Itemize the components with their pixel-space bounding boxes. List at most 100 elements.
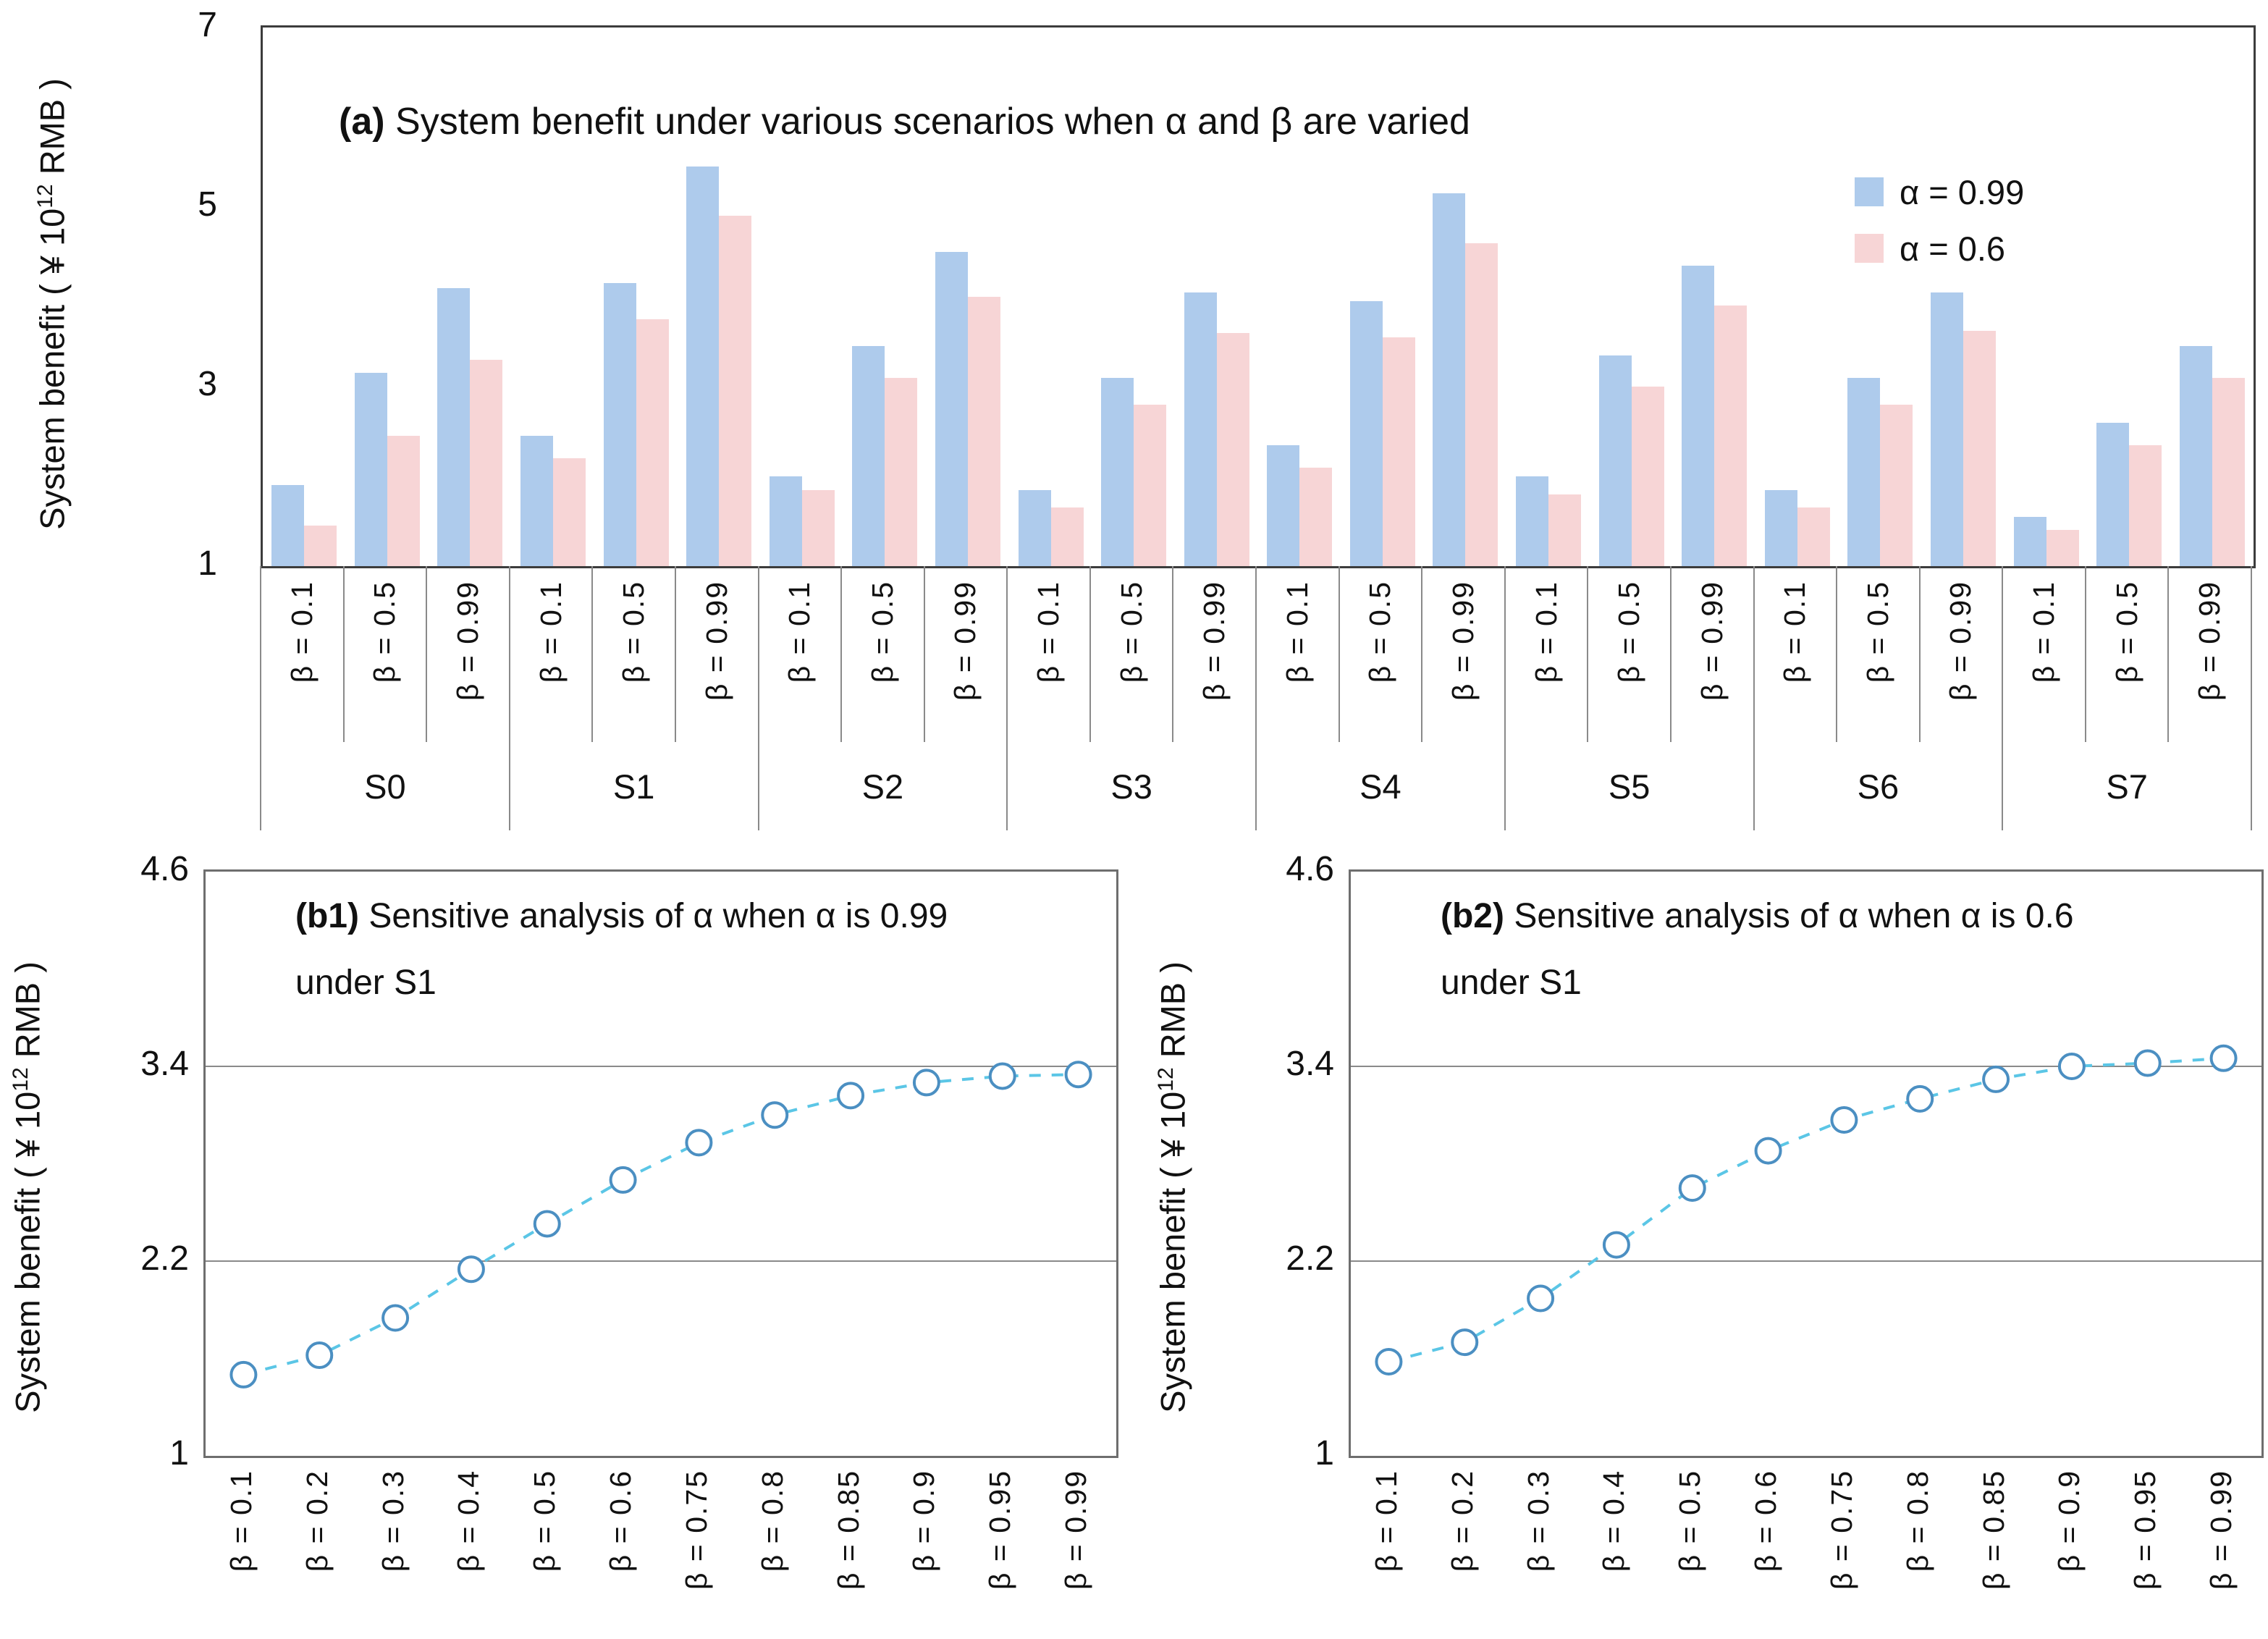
beta-tick-label: β = 0.6 xyxy=(604,1470,638,1572)
beta-tick-label: β = 0.75 xyxy=(1824,1470,1858,1590)
beta-cell-separator xyxy=(1753,566,1755,742)
bar-alpha-06 xyxy=(387,436,420,566)
bar-alpha-06 xyxy=(1797,507,1830,566)
beta-tick-label-cell: β = 0.75 xyxy=(1804,1470,1880,1638)
chart-a-ytick: 7 xyxy=(198,6,217,44)
beta-tick-label-cell: β = 0.1 xyxy=(1007,581,1090,742)
b2-plot-ytick: 2.2 xyxy=(1286,1239,1334,1278)
bar-alpha-06 xyxy=(1382,337,1415,566)
beta-tick-label: β = 0.5 xyxy=(1860,581,1894,683)
bar-alpha-099 xyxy=(1184,292,1217,566)
bar-alpha-099 xyxy=(935,252,968,566)
beta-tick-label-cell: β = 0.5 xyxy=(1339,581,1422,742)
beta-tick-label: β = 0.99 xyxy=(699,581,733,701)
beta-tick-label: β = 0.5 xyxy=(1612,581,1646,683)
beta-tick-label: β = 0.99 xyxy=(2204,1470,2238,1590)
scenario-separator xyxy=(260,742,261,830)
scenario-separator xyxy=(757,742,759,830)
beta-tick-label-cell: β = 0.95 xyxy=(2107,1470,2183,1638)
beta-cell-separator xyxy=(591,566,594,742)
bar-alpha-06 xyxy=(1134,404,1167,566)
beta-cell-separator xyxy=(1006,566,1008,742)
chart-b2-title-text: Sensitive analysis of α when α is 0.6 xyxy=(1504,897,2074,935)
beta-tick-label-cell: β = 0.5 xyxy=(1652,1470,1728,1638)
bar-alpha-06 xyxy=(1880,404,1913,566)
beta-tick-label-cell: β = 0.5 xyxy=(1090,581,1173,742)
gridline-y-3.4 xyxy=(1351,1066,2261,1067)
beta-tick-label-cell: β = 0.5 xyxy=(841,581,924,742)
beta-tick-label: β = 0.3 xyxy=(376,1470,410,1572)
chart-b1-title-line2: under S1 xyxy=(295,964,437,1002)
data-point-marker xyxy=(1754,1137,1782,1165)
scenario-label: S4 xyxy=(1359,767,1401,806)
beta-tick-label-cell: β = 0.99 xyxy=(924,581,1008,742)
beta-tick-label-cell: β = 0.1 xyxy=(1349,1470,1425,1638)
bar-alpha-06 xyxy=(967,297,1000,566)
b1-plot-ytick: 2.2 xyxy=(140,1239,189,1278)
beta-tick-label: β = 0.1 xyxy=(534,581,568,683)
bar-alpha-06 xyxy=(553,458,586,566)
bar-alpha-06 xyxy=(1714,306,1748,566)
chart-a-ylabel-post: RMB ) xyxy=(33,78,72,185)
data-point-marker xyxy=(609,1166,637,1194)
legend-label: α = 0.6 xyxy=(1900,229,2006,268)
data-point-marker xyxy=(2133,1049,2162,1077)
beta-tick-label: β = 0.6 xyxy=(1749,1470,1783,1572)
beta-tick-label: β = 0.9 xyxy=(2052,1470,2086,1572)
beta-tick-label-cell: β = 0.1 xyxy=(759,581,842,742)
bar-alpha-099 xyxy=(2179,346,2212,566)
bar-alpha-099 xyxy=(1433,193,1466,566)
data-point-marker xyxy=(1375,1347,1403,1375)
data-point-marker xyxy=(1982,1065,2010,1093)
chart-a-ytick: 1 xyxy=(198,544,217,583)
beta-tick-label: β = 0.95 xyxy=(2128,1470,2162,1590)
beta-tick-label-cell: β = 0.85 xyxy=(1956,1470,2032,1638)
data-point-marker xyxy=(2209,1044,2238,1072)
beta-tick-label-cell: β = 0.99 xyxy=(1173,581,1256,742)
chart-a-legend: α = 0.99 α = 0.6 xyxy=(1855,164,2024,277)
bar-alpha-06 xyxy=(2129,444,2162,566)
beta-cell-separator xyxy=(1669,566,1672,742)
scenario-label: S0 xyxy=(364,767,406,806)
chart-a-ylabel-sup: 12 xyxy=(33,184,57,208)
bar-alpha-099 xyxy=(520,436,554,566)
gridline-y-3.4 xyxy=(206,1066,1116,1067)
beta-tick-label-cell: β = 0.99 xyxy=(675,581,759,742)
chart-b2-ylabel-sup: 12 xyxy=(1153,1067,1178,1092)
beta-tick-label: β = 0.1 xyxy=(1280,581,1314,683)
beta-tick-label: β = 0.1 xyxy=(1369,1470,1403,1572)
beta-cell-separator xyxy=(2167,566,2170,742)
bar-alpha-06 xyxy=(885,377,918,566)
scenario-separator xyxy=(1504,742,1506,830)
beta-tick-label-cell: β = 0.3 xyxy=(355,1470,431,1638)
data-point-marker xyxy=(1830,1105,1858,1134)
bar-alpha-099 xyxy=(2013,516,2046,566)
beta-tick-label-cell: β = 0.6 xyxy=(583,1470,659,1638)
chart-b2-title-prefix: (b2) xyxy=(1441,897,1504,935)
bar-alpha-099 xyxy=(603,283,636,566)
bar-alpha-06 xyxy=(719,216,752,566)
beta-tick-label-cell: β = 0.1 xyxy=(1505,581,1588,742)
bar-alpha-06 xyxy=(1963,331,1996,566)
beta-tick-label-cell: β = 0.99 xyxy=(1422,581,1505,742)
b1-plot-ytick: 1 xyxy=(169,1434,189,1472)
beta-tick-label: β = 0.99 xyxy=(1446,581,1480,701)
beta-tick-label: β = 0.2 xyxy=(300,1470,334,1572)
chart-b1-title-line1: (b1) Sensitive analysis of α when α is 0… xyxy=(295,896,948,936)
beta-tick-label: β = 0.5 xyxy=(1363,581,1397,683)
beta-tick-label: β = 0.1 xyxy=(1529,581,1563,683)
chart-b1-title-text: Sensitive analysis of α when α is 0.99 xyxy=(358,897,948,935)
beta-tick-label-cell: β = 0.5 xyxy=(507,1470,583,1638)
chart-a-title: (a) System benefit under various scenari… xyxy=(339,100,1470,143)
beta-tick-label: β = 0.99 xyxy=(2193,581,2227,701)
beta-cell-separator xyxy=(1504,566,1506,742)
beta-tick-label: β = 0.1 xyxy=(783,581,817,683)
gridline-y-2.2 xyxy=(206,1260,1116,1262)
beta-tick-label: β = 0.3 xyxy=(1521,1470,1555,1572)
data-point-marker xyxy=(1678,1174,1706,1202)
beta-tick-label: β = 0.2 xyxy=(1445,1470,1479,1572)
bar-alpha-099 xyxy=(1847,377,1881,566)
beta-cell-separator xyxy=(1587,566,1589,742)
beta-tick-label-cell: β = 0.75 xyxy=(659,1470,735,1638)
